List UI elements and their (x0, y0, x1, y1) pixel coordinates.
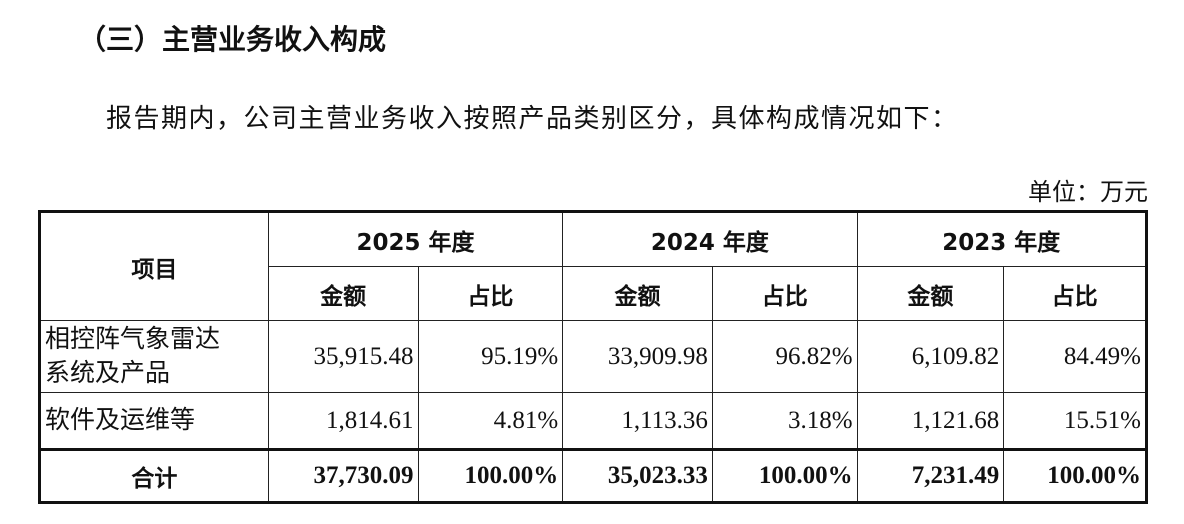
amount-cell: 1,113.36 (562, 392, 713, 450)
share-header: 占比 (1003, 266, 1147, 321)
amount-header: 金额 (267, 266, 419, 321)
data-row: 相控阵气象雷达系统及产品 35,915.48 95.19% 33,909.98 96.8… (39, 320, 1147, 393)
share-cell: 96.82% (711, 320, 858, 393)
year-header: 2024 年度 (562, 211, 858, 267)
amount-header: 金额 (562, 266, 713, 321)
share-cell: 15.51% (1003, 392, 1147, 450)
unit-note: 单位：万元 (1028, 180, 1148, 206)
amount-cell: 1,814.61 (267, 392, 419, 450)
amount-cell: 35,023.33 (562, 448, 713, 503)
item-cell: 合计 (39, 448, 269, 503)
item-cell: 相控阵气象雷达系统及产品 (39, 320, 269, 393)
total-row: 合计 37,730.09 100.00% 35,023.33 100.00% 7,231.… (39, 448, 1147, 503)
section-title: （三）主营业务收入构成 (78, 23, 387, 56)
item-cell: 软件及运维等 (39, 392, 269, 450)
intro-text: 报告期内，公司主营业务收入按照产品类别区分，具体构成情况如下： (106, 104, 959, 133)
amount-cell: 1,121.68 (856, 392, 1005, 450)
item-header: 项目 (39, 211, 269, 321)
amount-cell: 6,109.82 (856, 320, 1005, 393)
share-cell: 4.81% (417, 392, 564, 450)
share-header: 占比 (417, 266, 564, 321)
header-row: 项目 2025 年度 2024 年度 2023 年度 (39, 211, 1148, 321)
year-header: 2023 年度 (856, 211, 1148, 267)
share-cell: 100.00% (417, 448, 564, 503)
revenue-table: 项目 2025 年度 2024 年度 2023 年度 金额 占比 金额 占比 金… (38, 210, 1148, 504)
amount-cell: 35,915.48 (267, 320, 419, 393)
share-cell: 100.00% (1003, 448, 1147, 503)
share-cell: 84.49% (1003, 320, 1147, 393)
year-header: 2025 年度 (267, 211, 564, 267)
amount-cell: 33,909.98 (562, 320, 713, 393)
amount-cell: 37,730.09 (267, 448, 419, 503)
share-cell: 95.19% (417, 320, 564, 393)
amount-cell: 7,231.49 (856, 448, 1005, 503)
share-cell: 100.00% (711, 448, 858, 503)
share-cell: 3.18% (711, 392, 858, 450)
share-header: 占比 (711, 266, 858, 321)
data-row: 软件及运维等 1,814.61 4.81% 1,113.36 3.18% 1,121.68… (39, 392, 1147, 450)
amount-header: 金额 (856, 266, 1005, 321)
